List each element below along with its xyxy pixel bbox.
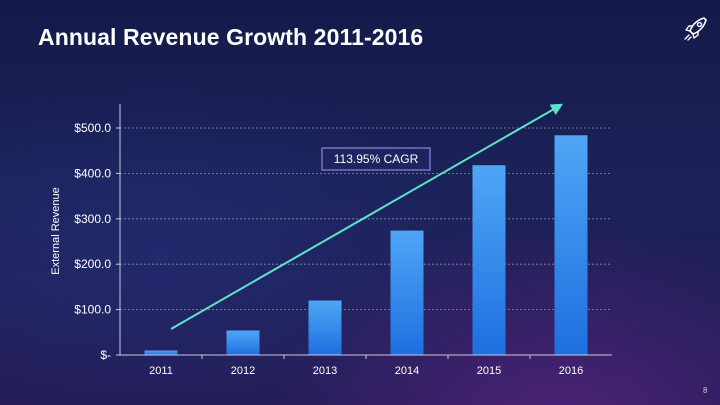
y-tick-label: $- xyxy=(100,348,111,362)
y-tick-label: $400.0 xyxy=(74,166,111,180)
bar-2015 xyxy=(472,165,506,355)
y-tick-label: $500.0 xyxy=(74,121,111,135)
y-tick-label: $300.0 xyxy=(74,212,111,226)
trend-arrow xyxy=(170,103,564,330)
axes xyxy=(119,104,612,356)
y-tick-label: $100.0 xyxy=(74,303,111,317)
bar-2012 xyxy=(226,330,260,355)
x-tick-label: 2011 xyxy=(149,365,173,377)
bar-2014 xyxy=(390,230,424,355)
y-axis-title: External Revenue xyxy=(50,187,62,274)
slide-title: Annual Revenue Growth 2011-2016 xyxy=(38,24,424,50)
x-tick-label: 2015 xyxy=(477,365,501,377)
y-tick-label: $200.0 xyxy=(74,257,111,271)
x-tick-label: 2016 xyxy=(559,365,583,377)
x-tick-label: 2014 xyxy=(395,365,419,377)
cagr-annotation: 113.95% CAGR xyxy=(321,147,431,171)
tick-labels: $- $100.0 $200.0 $300.0 $400.0 $500.0 2011 2012… xyxy=(74,121,583,377)
bar-2013 xyxy=(308,300,342,355)
x-tick-label: 2012 xyxy=(231,365,255,377)
cagr-annotation-text: 113.95% CAGR xyxy=(334,152,419,166)
rocket-icon xyxy=(684,17,707,41)
x-tick-label: 2013 xyxy=(313,365,337,377)
bars xyxy=(144,135,588,355)
bar-2016 xyxy=(554,135,588,355)
bar-2011 xyxy=(144,350,178,355)
page-number: 8 xyxy=(703,386,708,395)
gridlines xyxy=(116,127,612,359)
